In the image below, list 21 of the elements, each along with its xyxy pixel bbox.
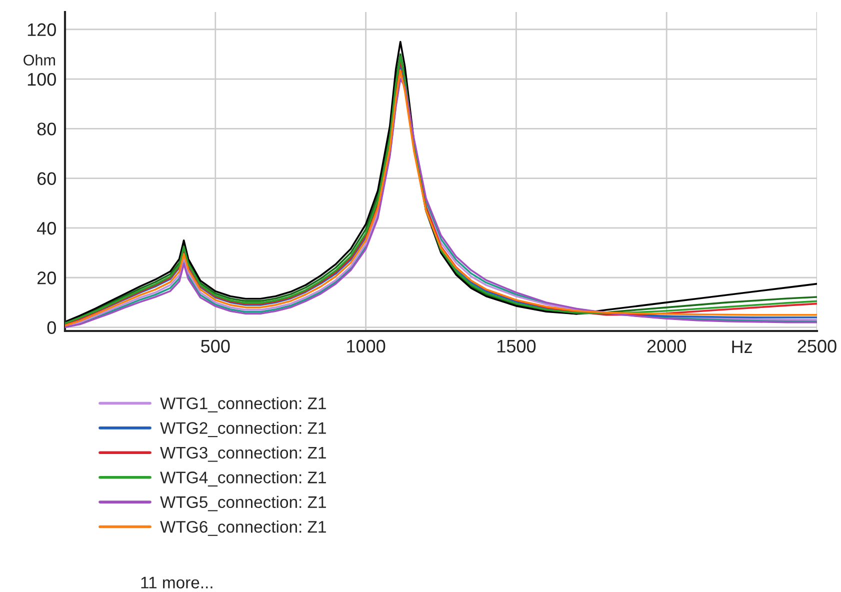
legend-label: WTG5_connection: Z1 bbox=[160, 496, 326, 512]
x-tick-label: 1500 bbox=[497, 340, 536, 353]
x-tick-label: 2500 bbox=[798, 340, 836, 353]
y-tick-label: 0 bbox=[47, 321, 56, 334]
legend-label: WTG3_connection: Z1 bbox=[160, 446, 326, 462]
y-tick-label: 20 bbox=[37, 272, 56, 284]
x-tick-label: 2000 bbox=[647, 340, 686, 353]
legend-label: WTG4_connection: Z1 bbox=[160, 471, 326, 486]
y-axis-title: Ohm bbox=[24, 54, 55, 66]
text: 11 more... bbox=[141, 576, 212, 588]
y-tick-label: 100 bbox=[28, 72, 56, 86]
y-tick-label: 120 bbox=[28, 23, 56, 36]
legend-label: WTG1_connection: Z1 bbox=[160, 397, 326, 412]
x-tick-label: 1000 bbox=[347, 340, 386, 353]
y-tick-label: 60 bbox=[38, 172, 56, 186]
legend-label: WTG2_connection: Z1 bbox=[160, 422, 326, 438]
y-tick-label: 80 bbox=[37, 122, 56, 136]
x-axis-title: Hz bbox=[732, 340, 752, 354]
y-tick-label: 40 bbox=[37, 222, 56, 235]
legend-label: WTG6_connection: Z1 bbox=[160, 520, 326, 536]
x-tick-label: 500 bbox=[201, 340, 230, 353]
